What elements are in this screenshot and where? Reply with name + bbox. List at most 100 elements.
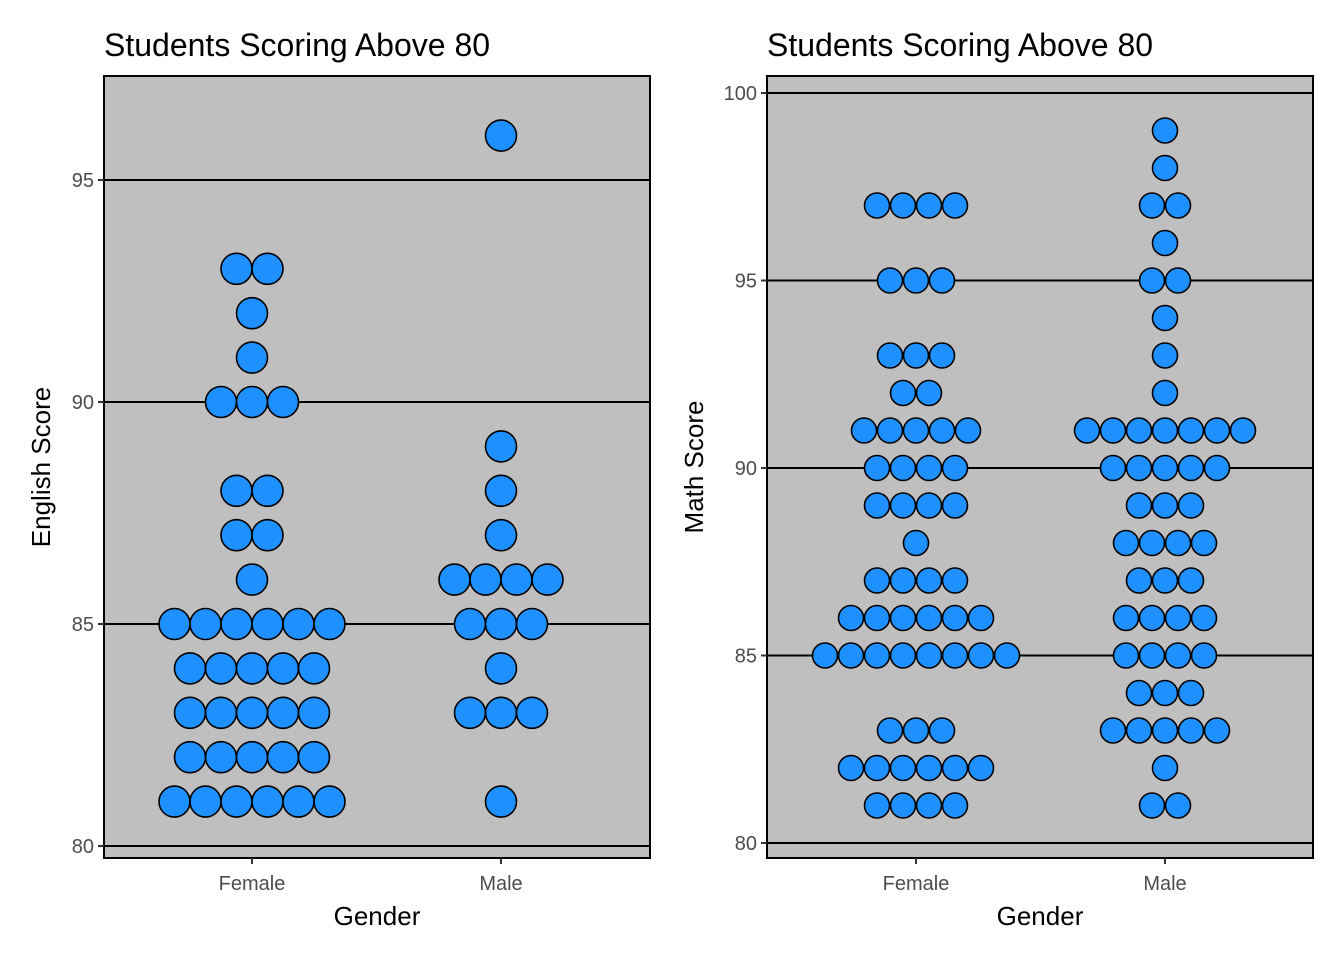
data-point	[235, 385, 269, 419]
data-point	[220, 785, 253, 818]
data-point	[484, 430, 518, 463]
data-point	[889, 567, 917, 594]
data-point	[1138, 792, 1166, 819]
data-point	[173, 652, 207, 685]
data-point	[235, 341, 269, 374]
data-point	[902, 342, 930, 369]
data-point	[902, 267, 930, 294]
data-point	[220, 252, 253, 286]
data-point	[876, 417, 904, 444]
y-tick-label: 85	[72, 614, 94, 636]
data-point	[204, 740, 238, 774]
data-point	[889, 192, 917, 219]
data-point	[941, 492, 969, 519]
data-point	[967, 754, 995, 782]
data-point	[282, 785, 315, 818]
data-point	[1151, 492, 1179, 519]
data-point	[1203, 717, 1231, 744]
data-point	[531, 563, 564, 596]
data-point	[1177, 717, 1205, 744]
data-point	[850, 417, 878, 444]
data-point	[484, 652, 518, 685]
english-score-panel: Students Scoring Above 80 80 85 90 95 Femal…	[26, 27, 651, 931]
y-tick-label: 90	[72, 392, 94, 414]
data-point	[189, 607, 222, 641]
data-point	[967, 604, 995, 632]
data-point	[1138, 604, 1166, 632]
data-point	[941, 454, 969, 482]
data-point	[297, 652, 331, 685]
data-point	[313, 785, 346, 818]
data-point	[915, 492, 943, 519]
y-axis: 80 85 90 95 100	[724, 83, 767, 855]
data-point	[1190, 642, 1218, 669]
data-point	[1177, 567, 1205, 594]
data-point	[928, 417, 956, 444]
data-point	[235, 296, 269, 330]
data-point	[1125, 567, 1153, 594]
data-point	[1164, 642, 1192, 669]
x-tick-label: Male	[479, 873, 522, 895]
data-point	[863, 792, 891, 819]
data-point	[1138, 267, 1166, 294]
data-point	[1151, 154, 1179, 182]
x-tick-label: Female	[219, 873, 286, 895]
y-axis-title: English Score	[26, 387, 56, 547]
data-point	[297, 696, 331, 730]
data-point	[1125, 417, 1153, 444]
data-point	[915, 192, 943, 219]
data-point	[1112, 642, 1140, 669]
data-point	[1164, 604, 1192, 632]
data-point	[1151, 304, 1179, 332]
data-point	[902, 717, 930, 744]
data-point	[915, 379, 943, 407]
x-tick-label: Female	[883, 873, 950, 895]
data-point	[1151, 117, 1179, 144]
data-point	[1099, 454, 1127, 482]
data-point	[251, 785, 284, 818]
data-point	[235, 696, 269, 730]
data-point	[993, 642, 1021, 669]
data-point	[204, 652, 238, 685]
data-point	[1151, 679, 1179, 707]
data-point	[1125, 717, 1153, 744]
data-point	[941, 792, 969, 819]
plot-area	[103, 75, 651, 859]
math-score-panel: Students Scoring Above 80 80 85 90 95 100 Fe…	[679, 27, 1314, 931]
data-point	[173, 740, 207, 774]
data-point	[1112, 529, 1140, 557]
y-axis: 80 85 90 95	[72, 170, 104, 858]
data-point	[453, 607, 487, 641]
data-point	[1164, 192, 1192, 219]
data-point	[915, 642, 943, 669]
data-point	[313, 607, 346, 641]
data-point	[251, 607, 284, 641]
data-point	[941, 604, 969, 632]
data-point	[251, 474, 284, 508]
data-point	[1151, 567, 1179, 594]
data-point	[173, 696, 207, 730]
data-point	[1138, 192, 1166, 219]
data-point	[235, 563, 269, 596]
data-point	[220, 607, 253, 641]
data-point	[889, 604, 917, 632]
data-point	[915, 604, 943, 632]
data-point	[282, 607, 315, 641]
data-point	[500, 563, 533, 596]
x-axis: Female Male	[219, 858, 523, 895]
data-point	[469, 563, 502, 596]
data-point	[915, 754, 943, 782]
data-point	[1151, 454, 1179, 482]
data-point	[484, 696, 518, 730]
data-point	[863, 454, 891, 482]
data-point	[1177, 417, 1205, 444]
data-point	[158, 607, 191, 641]
y-tick-label: 95	[72, 170, 94, 192]
data-point	[1164, 529, 1192, 557]
data-point	[876, 267, 904, 294]
data-point	[1177, 679, 1205, 707]
data-point	[928, 267, 956, 294]
data-point	[1151, 229, 1179, 257]
x-axis-title: Gender	[334, 901, 421, 931]
